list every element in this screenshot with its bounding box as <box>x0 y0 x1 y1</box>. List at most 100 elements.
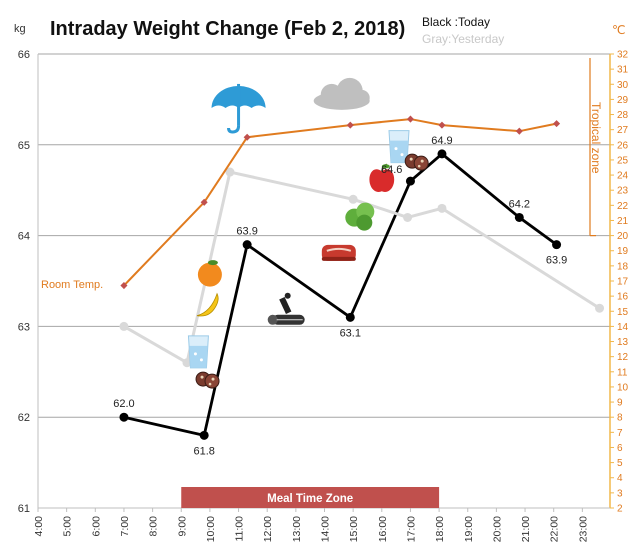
meal-zone-layer: Meal Time Zone <box>181 487 440 508</box>
y2-tick-label: 32 <box>617 50 629 61</box>
y2-tick-label: 24 <box>617 171 629 182</box>
umbrella-icon-part <box>227 125 241 134</box>
y2-tick-label: 20 <box>617 231 629 242</box>
y2-tick-label: 13 <box>617 337 629 348</box>
x-tick-label: 21:00 <box>520 516 532 542</box>
x-tick-label: 22:00 <box>549 516 561 542</box>
x-tick-label: 20:00 <box>491 516 503 542</box>
x-tick-label: 7:00 <box>119 516 131 537</box>
microscope-log-icon <box>267 292 305 325</box>
yesterday-point <box>182 358 192 368</box>
yesterday-point <box>403 212 413 222</box>
y2-tick-label: 3 <box>617 488 623 499</box>
nut-cookie-icon-part <box>204 373 220 389</box>
microscope-log-icon-part <box>267 314 278 325</box>
nut-cookie-icon-part <box>211 377 215 381</box>
x-tick-label: 17:00 <box>405 516 417 542</box>
umbrella-icon <box>211 83 266 134</box>
nut-cookie-icon-part <box>413 155 429 171</box>
data-label: 61.8 <box>193 445 214 457</box>
x-tick-label: 5:00 <box>62 516 74 537</box>
y-axis-unit: kg <box>14 23 26 35</box>
orange-icon-part <box>207 260 218 266</box>
data-label: 64.9 <box>431 135 452 147</box>
y2-tick-label: 2 <box>617 504 623 515</box>
axes-layer: 6162636465662345678910111213141516171819… <box>18 49 629 542</box>
today-point <box>514 212 524 222</box>
x-tick-label: 12:00 <box>262 516 274 542</box>
y-tick-label: 66 <box>18 49 30 61</box>
x-tick-label: 4:00 <box>33 516 45 537</box>
cloud-icon <box>313 77 370 110</box>
nut-cookie-icon-part <box>409 157 413 161</box>
nut-cookie-icon <box>195 371 220 389</box>
y2-tick-label: 7 <box>617 428 623 439</box>
y2-tick-label: 11 <box>617 367 628 378</box>
y2-tick-label: 27 <box>617 125 629 136</box>
y-tick-label: 61 <box>18 503 30 515</box>
today-point <box>199 430 209 440</box>
apple-icon-part <box>381 164 390 169</box>
x-tick-label: 9:00 <box>176 516 188 537</box>
y2-tick-label: 30 <box>617 80 629 91</box>
water-glass-icon <box>388 130 410 164</box>
lettuce-icon-part <box>356 214 373 231</box>
y2-tick-label: 26 <box>617 140 629 151</box>
cloud-icon-part <box>353 89 370 106</box>
nut-cookie-icon-part <box>420 159 424 163</box>
yesterday-point <box>119 321 129 331</box>
nut-cookie-icon <box>404 153 429 171</box>
room-temp-point <box>120 282 128 290</box>
room-temp-point <box>515 127 523 135</box>
y2-tick-label: 21 <box>617 216 629 227</box>
icons-layer <box>187 77 429 389</box>
nut-cookie-icon-part <box>417 164 421 168</box>
orange-icon-part <box>197 262 222 287</box>
today-point <box>405 176 415 186</box>
grid-layer <box>38 53 610 509</box>
y2-tick-label: 18 <box>617 261 629 272</box>
apple-icon <box>369 163 395 193</box>
steak-icon-part <box>326 247 352 252</box>
x-tick-label: 19:00 <box>463 516 475 542</box>
meal-time-zone-label: Meal Time Zone <box>267 493 353 505</box>
data-label: 64.2 <box>509 198 530 210</box>
yesterday-point <box>437 203 447 213</box>
legend-today: Black :Today <box>422 15 490 29</box>
room-temp-point <box>243 133 251 141</box>
today-point <box>552 240 562 250</box>
y2-tick-label: 22 <box>617 201 629 212</box>
chart-title: Intraday Weight Change (Feb 2, 2018) <box>50 18 405 40</box>
y2-tick-label: 6 <box>617 443 623 454</box>
x-tick-label: 18:00 <box>434 516 446 542</box>
y-tick-label: 62 <box>18 412 30 424</box>
room-temp-point <box>553 120 561 128</box>
room-temp-label: Room Temp. <box>41 279 103 291</box>
today-point <box>242 240 252 250</box>
y2-tick-label: 8 <box>617 413 623 424</box>
steak-icon <box>321 244 356 261</box>
x-tick-label: 13:00 <box>291 516 303 542</box>
y2-tick-label: 4 <box>617 473 623 484</box>
data-label: 63.9 <box>236 226 257 238</box>
y2-tick-label: 28 <box>617 110 629 121</box>
room-temp-point <box>346 121 354 129</box>
y-tick-label: 63 <box>18 321 30 333</box>
y2-tick-label: 16 <box>617 292 629 303</box>
yesterday-point <box>348 194 358 204</box>
y2-tick-label: 17 <box>617 277 629 288</box>
y2-tick-label: 5 <box>617 458 623 469</box>
y2-tick-label: 9 <box>617 398 623 409</box>
y2-tick-label: 14 <box>617 322 629 333</box>
today-point <box>437 149 447 159</box>
x-tick-label: 10:00 <box>205 516 217 542</box>
nut-cookie-icon-part <box>200 375 204 379</box>
x-tick-label: 8:00 <box>148 516 160 537</box>
series-line-room-temp <box>123 118 557 287</box>
y2-tick-label: 15 <box>617 307 629 318</box>
y2-tick-label: 12 <box>617 352 629 363</box>
x-tick-label: 16:00 <box>377 516 389 542</box>
water-glass-icon-part <box>400 153 404 157</box>
data-label: 63.1 <box>340 327 361 339</box>
